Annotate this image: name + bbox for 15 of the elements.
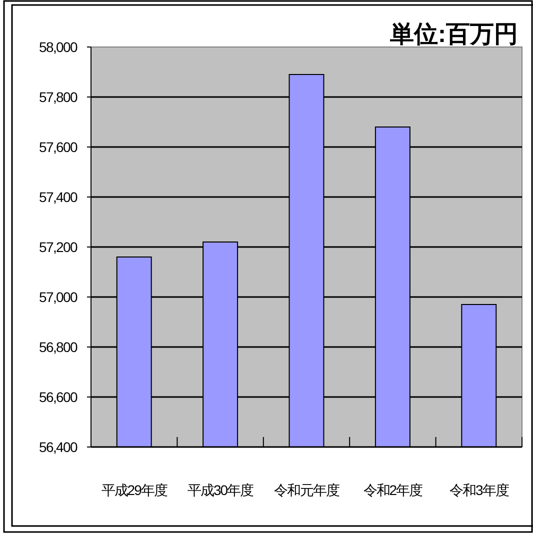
- y-tick-label: 57,600: [38, 139, 78, 155]
- x-tick-label: 令和3年度: [450, 482, 510, 498]
- y-tick-label: 57,000: [38, 289, 78, 305]
- y-tick-label: 57,400: [38, 189, 78, 205]
- x-tick-label: 令和元年度: [274, 482, 340, 498]
- y-tick-label: 57,800: [38, 89, 78, 105]
- x-tick-label: 平成30年度: [188, 482, 254, 498]
- annotation: 単位:百万円: [389, 21, 518, 48]
- x-tick-label: 令和2年度: [363, 482, 424, 498]
- y-tick-label: 56,400: [38, 439, 78, 455]
- x-tick-label: 平成29年度: [101, 482, 168, 498]
- y-tick-label: 58,000: [38, 39, 78, 55]
- y-tick-label: 56,600: [38, 389, 78, 405]
- y-tick-label: 57,200: [38, 239, 78, 255]
- y-tick-label: 56,800: [38, 339, 78, 355]
